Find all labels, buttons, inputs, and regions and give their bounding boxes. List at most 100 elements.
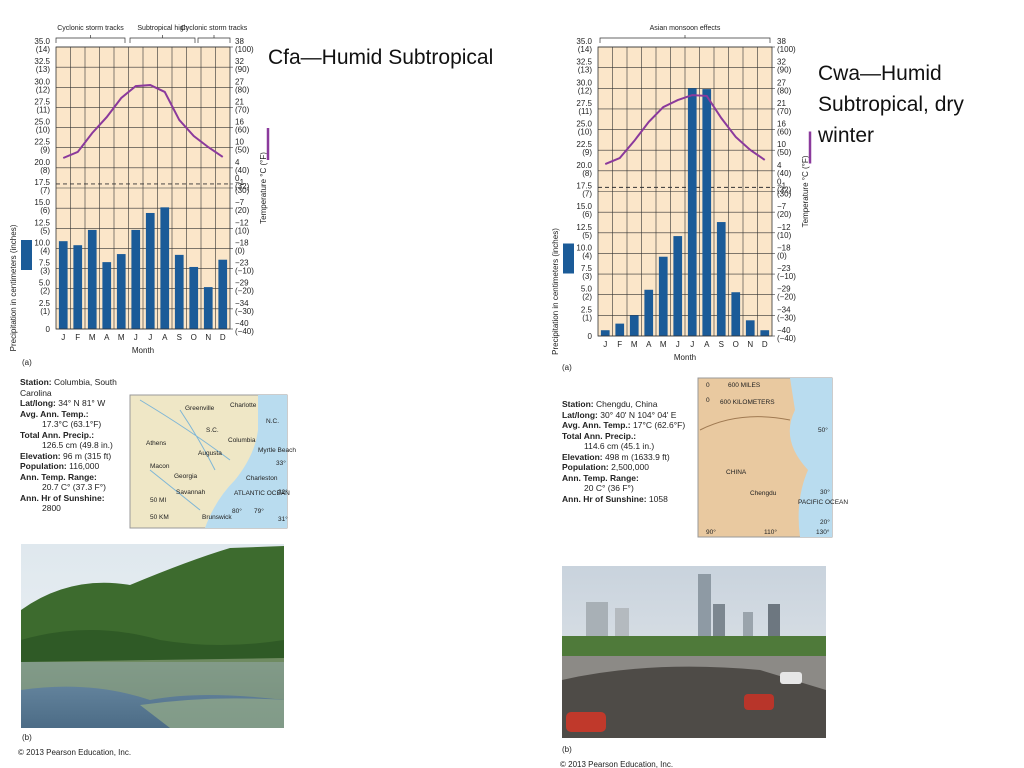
y2-tick-label-secondary: (−20) [777,293,796,302]
map-label: 50 MI [150,497,166,504]
y-tick-label: 32.5 [34,57,50,66]
precip-bar [174,254,184,329]
x-tick-label: M [118,333,125,342]
legend-swatch-bar [21,240,32,270]
map-label: 50 KM [150,514,169,521]
annotation: Subtropical high [137,25,187,32]
precip-bar [145,212,155,329]
y2-tick-label: 0 [235,174,240,183]
y2-tick-label-secondary: (20) [235,206,250,215]
station-line: Ann. Temp. Range: 20 C° (36 F°) [562,473,694,494]
map-label: 600 KILOMETERS [720,399,775,406]
y-tick-label-secondary: (11) [36,105,50,114]
station-line: Lat/long: 30° 40' N 104° 04' E [562,410,694,421]
precip-bar [615,323,625,336]
annotation: Cyclonic storm tracks [181,25,248,32]
map-label: Macon [150,463,170,470]
y2-tick-label-secondary: (70) [777,107,792,116]
y-tick-label: 25.0 [576,120,592,129]
map-label: 33° [276,459,286,467]
y2-tick-label: −12 [235,218,249,227]
y2-tick-label: −12 [777,223,791,232]
map-label: Columbia [228,437,256,444]
precip-bar [203,287,213,329]
y2-tick-label: 21 [777,99,786,108]
y-axis-title: Precipitation in centimeters (inches) [9,224,18,351]
y2-tick-label-secondary: (30) [235,186,250,195]
precip-bar [600,330,610,336]
y-tick-label-secondary: (11) [578,107,592,116]
y2-tick-label-secondary: (−40) [777,334,796,343]
x-tick-label: S [719,340,724,349]
y2-tick-label-secondary: (−10) [777,272,796,281]
y-tick-label-secondary: (5) [40,226,50,235]
map-label: Georgia [174,473,198,480]
y-tick-label-secondary: (8) [582,169,592,178]
y-tick-label-secondary: (9) [582,148,592,157]
station-value: 2800 [42,503,61,513]
y-tick-label: 35.0 [34,37,50,46]
station-value: 498 m (1633.9 ft) [605,451,670,462]
map-china [697,377,833,538]
map-label: ATLANTIC OCEAN [234,490,290,497]
y2-tick-label-secondary: (0) [777,251,787,260]
y2-tick-label-secondary: (−30) [777,313,796,322]
y-tick-label-secondary: (13) [36,65,51,74]
y-tick-label: 30.0 [34,77,50,86]
y-tick-label: 10.0 [576,243,592,252]
y2-tick-label: −18 [235,238,249,247]
y2-tick-label: 27 [777,78,786,87]
y-tick-label-secondary: (10) [578,128,593,137]
station-info: Station: Columbia, South Carolina Lat/lon… [20,377,135,514]
y-tick-label-secondary: (5) [582,231,592,240]
y2-tick-label: 16 [235,118,244,127]
map-label: Greenville [185,405,215,412]
x-tick-label: J [61,333,65,342]
station-line: Station: Columbia, South Carolina [20,377,135,398]
map-label: 600 MILES [728,382,761,389]
map-label: 32° [278,488,288,496]
y-tick-label: 0 [46,325,51,334]
station-line: Population: 2,500,000 [562,462,694,473]
y-tick-label-secondary: (3) [40,267,50,276]
y-tick-label: 27.5 [34,97,50,106]
station-key: Elevation: [562,451,603,462]
y-tick-label: 32.5 [576,58,592,67]
y2-tick-label-secondary: (10) [235,226,250,235]
station-line: Population: 116,000 [20,461,135,472]
y-tick-label-secondary: (13) [578,66,593,75]
y2-tick-label-secondary: (60) [235,126,250,135]
y-tick-label-secondary: (7) [582,190,592,199]
x-tick-label: N [747,340,753,349]
y2-tick-label: 21 [235,97,244,106]
map-label: 90° [706,528,716,536]
x-tick-label: A [704,340,710,349]
station-line: Avg. Ann. Temp.: 17.3°C (63.1°F) [20,409,135,430]
y-tick-label-secondary: (10) [36,126,51,135]
y2-tick-label-secondary: (100) [235,45,254,54]
y-tick-label-secondary: (1) [40,307,50,316]
x-tick-label: J [134,333,138,342]
y-tick-label: 15.0 [34,198,50,207]
station-key: Lat/long: [20,398,56,408]
precip-bar [673,236,683,336]
x-tick-label: N [205,333,211,342]
x-tick-label: S [177,333,182,342]
y2-tick-label: −7 [777,202,787,211]
station-value: 20.7 C° (37.3 F°) [42,482,106,492]
y-tick-label: 25.0 [34,118,50,127]
station-value: 114.6 cm (45.1 in.) [584,441,655,451]
copyright: © 2013 Pearson Education, Inc. [18,748,131,757]
station-value: 17°C (62.6°F) [633,420,686,430]
station-key: Total Ann. Precip.: [20,429,95,440]
y2-tick-label-secondary: (32) [235,182,250,191]
panel-label: (a) [22,358,32,367]
y2-tick-label: 4 [235,158,240,167]
y-tick-label-secondary: (4) [582,251,592,260]
x-axis-title: Month [132,346,154,355]
y2-axis-title: Temperature °C (°F) [259,152,268,224]
station-value: 2,500,000 [611,462,649,472]
y2-tick-label: −34 [777,305,791,314]
y2-tick-label: 0 [777,177,782,186]
plot-frame [597,46,773,337]
